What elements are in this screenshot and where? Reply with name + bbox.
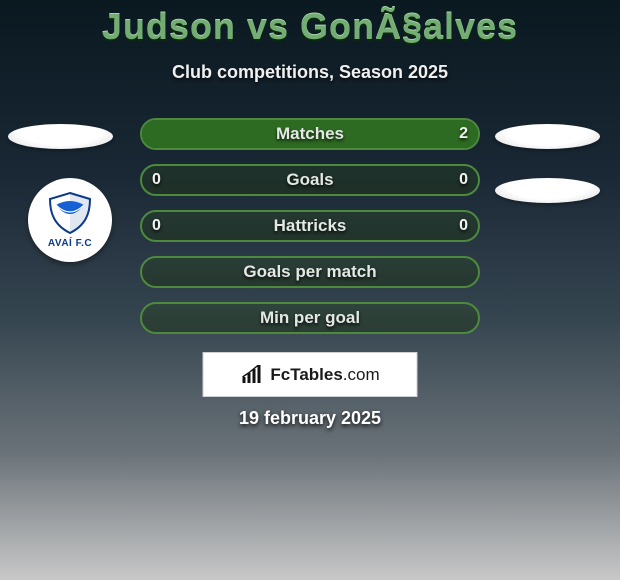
stat-left-value: 0	[152, 171, 161, 189]
watermark: FcTables.com	[203, 352, 418, 397]
stat-left-value: 0	[152, 217, 161, 235]
player-photo-right-1	[495, 124, 600, 149]
stat-right-value: 2	[459, 125, 468, 143]
player-photo-left	[8, 124, 113, 149]
stat-row-goals-per-match: Goals per match	[140, 256, 480, 288]
stat-row-matches: Matches 2	[140, 118, 480, 150]
stat-row-min-per-goal: Min per goal	[140, 302, 480, 334]
stat-label: Goals per match	[243, 262, 376, 282]
stat-right-value: 0	[459, 171, 468, 189]
shield-icon	[46, 191, 94, 235]
stat-row-hattricks: 0 Hattricks 0	[140, 210, 480, 242]
page-title: Judson vs GonÃ§alves	[0, 0, 620, 48]
bar-chart-icon	[240, 365, 266, 385]
watermark-text: FcTables.com	[270, 365, 379, 385]
date-text: 19 february 2025	[0, 408, 620, 429]
subtitle: Club competitions, Season 2025	[0, 62, 620, 83]
stats-panel: Matches 2 0 Goals 0 0 Hattricks 0 Goals …	[140, 118, 480, 348]
club-badge: AVAÍ F.C	[28, 178, 112, 262]
stat-row-goals: 0 Goals 0	[140, 164, 480, 196]
stat-label: Hattricks	[274, 216, 347, 236]
stat-label: Goals	[286, 170, 333, 190]
club-name: AVAÍ F.C	[48, 238, 92, 249]
stat-label: Min per goal	[260, 308, 360, 328]
watermark-brand: FcTables	[270, 365, 342, 384]
watermark-tld: .com	[343, 365, 380, 384]
stat-right-value: 0	[459, 217, 468, 235]
stat-label: Matches	[276, 124, 344, 144]
player-photo-right-2	[495, 178, 600, 203]
